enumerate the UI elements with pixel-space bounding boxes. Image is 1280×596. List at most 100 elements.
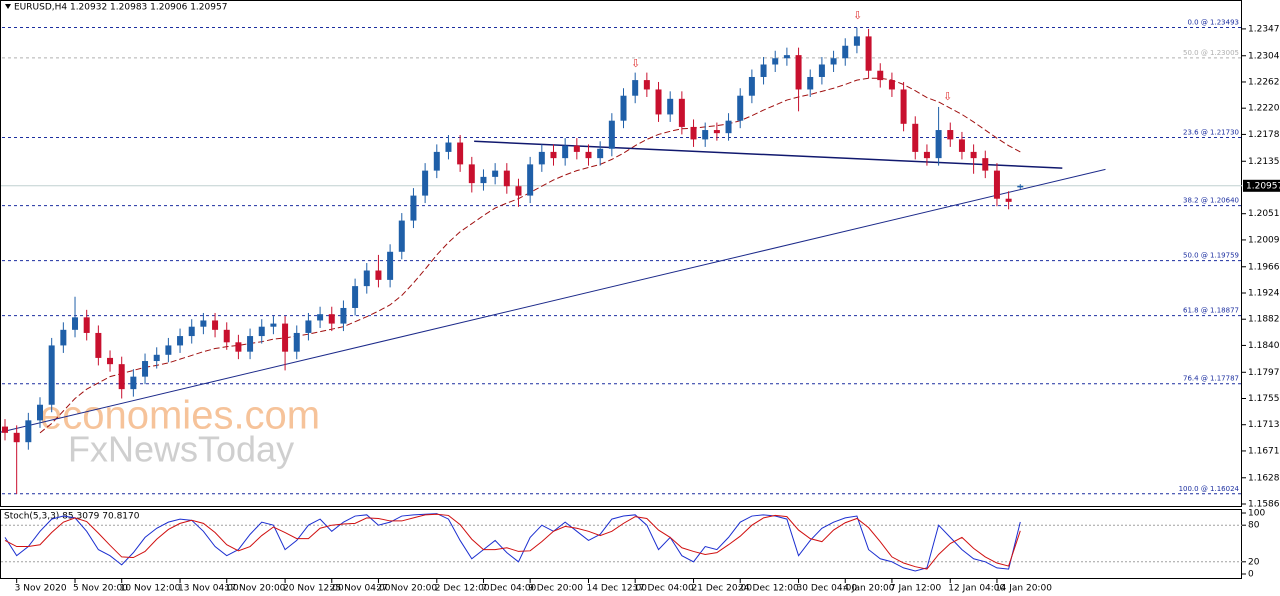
watermark-top: economies.com xyxy=(40,394,320,438)
candle-body xyxy=(317,314,324,321)
candle-body xyxy=(457,142,464,165)
candle-body xyxy=(130,376,137,390)
candle-body xyxy=(328,314,335,324)
candle-body xyxy=(83,317,90,333)
current-price-box xyxy=(1243,179,1280,192)
y-tick-label: 1.21350 xyxy=(1248,157,1280,167)
candle-body xyxy=(410,195,417,221)
stoch-tick-label: 100 xyxy=(1248,509,1265,519)
x-tick-label: 12 Jan 04:00 xyxy=(948,584,1005,594)
candle-body xyxy=(608,120,615,149)
x-tick-label: 10 Nov 12:00 xyxy=(120,584,181,594)
y-tick-label: 1.17550 xyxy=(1248,394,1280,404)
candle-body xyxy=(982,158,989,171)
candle-body xyxy=(60,329,67,346)
candle-body xyxy=(702,130,709,140)
fib-label: 50.0 @ 1.23005 xyxy=(1183,49,1239,57)
stoch-line xyxy=(4,513,1021,570)
candle-body xyxy=(515,186,522,196)
candle-body xyxy=(737,95,744,121)
candle-body xyxy=(258,326,265,337)
candle-body xyxy=(830,58,837,65)
y-tick-label: 1.16710 xyxy=(1248,446,1280,456)
candle-body xyxy=(95,332,102,358)
candle-body xyxy=(468,164,475,184)
stoch-line xyxy=(4,513,1021,572)
candle-body xyxy=(620,95,627,121)
candle-body xyxy=(818,64,825,77)
candle-body xyxy=(37,404,44,421)
candle-body xyxy=(72,317,79,330)
y-tick-label: 1.22200 xyxy=(1248,104,1280,114)
candle-body xyxy=(1017,185,1024,188)
x-tick-label: 14 Dec 12:00 xyxy=(587,584,648,594)
y-tick-label: 1.19660 xyxy=(1248,262,1280,272)
candle-body xyxy=(223,329,230,343)
trend-line xyxy=(0,168,1106,433)
arrow: ⇩ xyxy=(853,9,862,22)
candle-body xyxy=(678,98,685,127)
fib-label: 38.2 @ 1.20640 xyxy=(1183,197,1239,205)
arrow: ⇩ xyxy=(631,57,640,70)
candle-body xyxy=(480,176,487,184)
candle-body xyxy=(597,148,604,159)
candle-body xyxy=(282,323,289,352)
y-tick-label: 1.23040 xyxy=(1248,51,1280,61)
y-tick-label: 1.22620 xyxy=(1248,77,1280,87)
candle-body xyxy=(585,151,592,159)
candle-body xyxy=(958,139,965,152)
x-tick-label: 14 Jan 20:00 xyxy=(995,584,1052,594)
candle-body xyxy=(562,145,569,159)
candle-body xyxy=(760,64,767,77)
candle-body xyxy=(142,361,149,377)
x-tick-label: 5 Nov 20:00 xyxy=(73,584,128,594)
stoch-panel xyxy=(0,509,1242,579)
x-tick-label: 30 Dec 04:00 xyxy=(797,584,858,594)
x-tick-label: 9 Dec 20:00 xyxy=(528,584,583,594)
stoch-tick-label: 80 xyxy=(1248,521,1260,531)
x-tick-label: 7 Jan 12:00 xyxy=(890,584,942,594)
candle-body xyxy=(48,345,55,405)
y-tick-label: 1.21780 xyxy=(1248,130,1280,140)
candle-body xyxy=(387,251,394,280)
fib-label: 50.0 @ 1.19759 xyxy=(1183,252,1239,260)
candle-body xyxy=(188,326,195,337)
candle-body xyxy=(235,342,242,352)
peak-arrows: ⇩ ⇩ ⇩ xyxy=(631,9,952,103)
candle-body xyxy=(212,320,219,330)
candle-body xyxy=(877,70,884,81)
y-tick-label: 1.20510 xyxy=(1248,209,1280,219)
candle-body xyxy=(433,151,440,171)
candle-body xyxy=(667,98,674,115)
candle-body xyxy=(993,170,1000,199)
y-tick-label: 1.18820 xyxy=(1248,315,1280,325)
candle-body xyxy=(375,270,382,280)
menu-triangle[interactable] xyxy=(5,4,11,9)
x-tick-label: 7 Dec 04:00 xyxy=(481,584,536,594)
candle-body xyxy=(748,76,755,96)
candle-body xyxy=(352,286,359,308)
candle-body xyxy=(492,170,499,177)
fib-label: 0.0 @ 1.23493 xyxy=(1187,18,1239,26)
x-tick-label: 20 Nov 12:00 xyxy=(283,584,344,594)
candle-body xyxy=(445,142,452,152)
y-tick-label: 1.16280 xyxy=(1248,473,1280,483)
candle-body xyxy=(153,354,160,362)
candle-body xyxy=(888,80,895,90)
candle-body xyxy=(2,426,8,433)
x-tick-label: 13 Nov 04:00 xyxy=(178,584,239,594)
candle-body xyxy=(1005,198,1012,202)
candle-body xyxy=(118,364,125,390)
candle-body xyxy=(398,220,405,252)
y-tick-label: 1.18400 xyxy=(1248,341,1280,351)
candle-body xyxy=(655,89,662,115)
candle-body xyxy=(935,130,942,159)
candle-body xyxy=(783,55,790,59)
candle-body xyxy=(632,80,639,96)
candle-body xyxy=(550,151,557,159)
stoch-tick-label: 20 xyxy=(1248,557,1260,567)
fib-label: 23.6 @ 1.21730 xyxy=(1183,129,1239,137)
candle-body xyxy=(947,130,954,140)
